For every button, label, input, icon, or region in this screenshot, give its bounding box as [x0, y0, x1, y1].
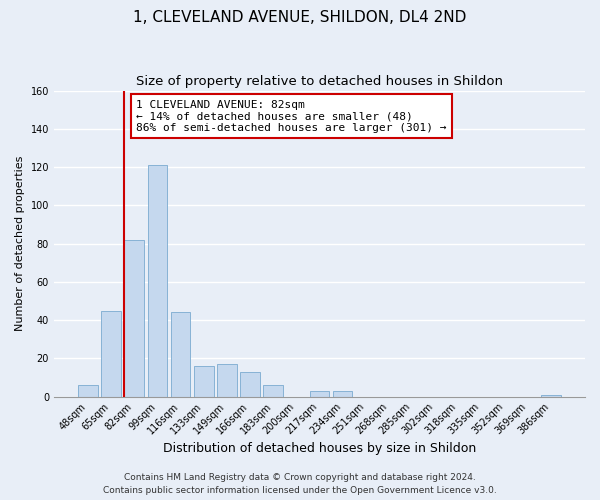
Bar	[101, 310, 121, 396]
Bar	[78, 385, 98, 396]
Bar	[217, 364, 236, 396]
Bar	[170, 312, 190, 396]
Y-axis label: Number of detached properties: Number of detached properties	[15, 156, 25, 332]
Bar	[240, 372, 260, 396]
Bar	[124, 240, 144, 396]
Text: Contains HM Land Registry data © Crown copyright and database right 2024.
Contai: Contains HM Land Registry data © Crown c…	[103, 474, 497, 495]
Bar	[194, 366, 214, 396]
Bar	[310, 391, 329, 396]
Bar	[148, 165, 167, 396]
Title: Size of property relative to detached houses in Shildon: Size of property relative to detached ho…	[136, 75, 503, 88]
Bar	[541, 395, 561, 396]
Bar	[263, 385, 283, 396]
Bar	[333, 391, 352, 396]
Text: 1, CLEVELAND AVENUE, SHILDON, DL4 2ND: 1, CLEVELAND AVENUE, SHILDON, DL4 2ND	[133, 10, 467, 25]
X-axis label: Distribution of detached houses by size in Shildon: Distribution of detached houses by size …	[163, 442, 476, 455]
Text: 1 CLEVELAND AVENUE: 82sqm
← 14% of detached houses are smaller (48)
86% of semi-: 1 CLEVELAND AVENUE: 82sqm ← 14% of detac…	[136, 100, 447, 133]
